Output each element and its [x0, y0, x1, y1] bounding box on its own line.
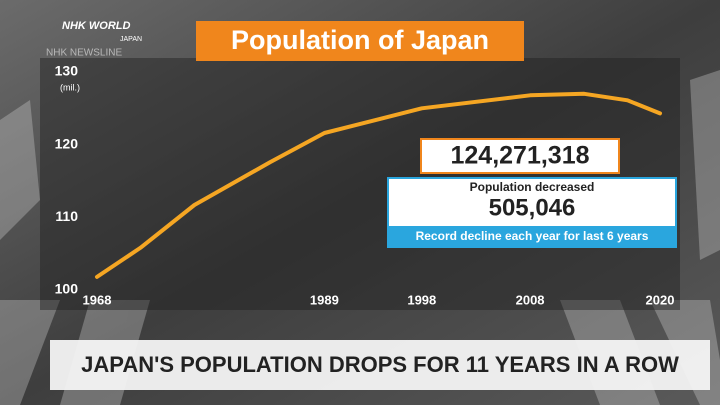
annotation-total: 124,271,318: [450, 142, 589, 170]
x-tick-label: 2020: [646, 292, 675, 307]
plot: 100 110 120 130 1968 1989 1998 2008 2020: [55, 63, 675, 308]
x-tick-label: 1998: [407, 292, 436, 307]
y-tick-label: 100: [55, 281, 79, 297]
x-tick-label: 1989: [310, 292, 339, 307]
y-tick-label: 120: [55, 135, 79, 151]
annotation-note: Record decline each year for last 6 year…: [416, 229, 649, 243]
line: [95, 91, 662, 279]
headline-bar: [50, 340, 710, 390]
decrease-strip: [389, 226, 675, 246]
annotation-label: Population decreased: [470, 180, 595, 194]
x-tick-label: 2008: [516, 292, 545, 307]
y-tick-label: 130: [55, 63, 79, 79]
logo: NHK WORLD: [62, 20, 130, 32]
y-tick-label: 110: [55, 208, 78, 224]
y-unit: (mil.): [60, 82, 80, 92]
chart-title: Population of Japan: [231, 25, 489, 55]
total-box: [420, 138, 620, 174]
annotation-decrease: 505,046: [489, 194, 576, 221]
logo-sub: JAPAN: [120, 36, 142, 43]
headline: JAPAN'S POPULATION DROPS FOR 11 YEARS IN…: [81, 352, 679, 377]
x-tick-label: 1968: [83, 292, 112, 307]
program: NHK NEWSLINE: [46, 48, 122, 59]
title-box: [196, 21, 524, 61]
